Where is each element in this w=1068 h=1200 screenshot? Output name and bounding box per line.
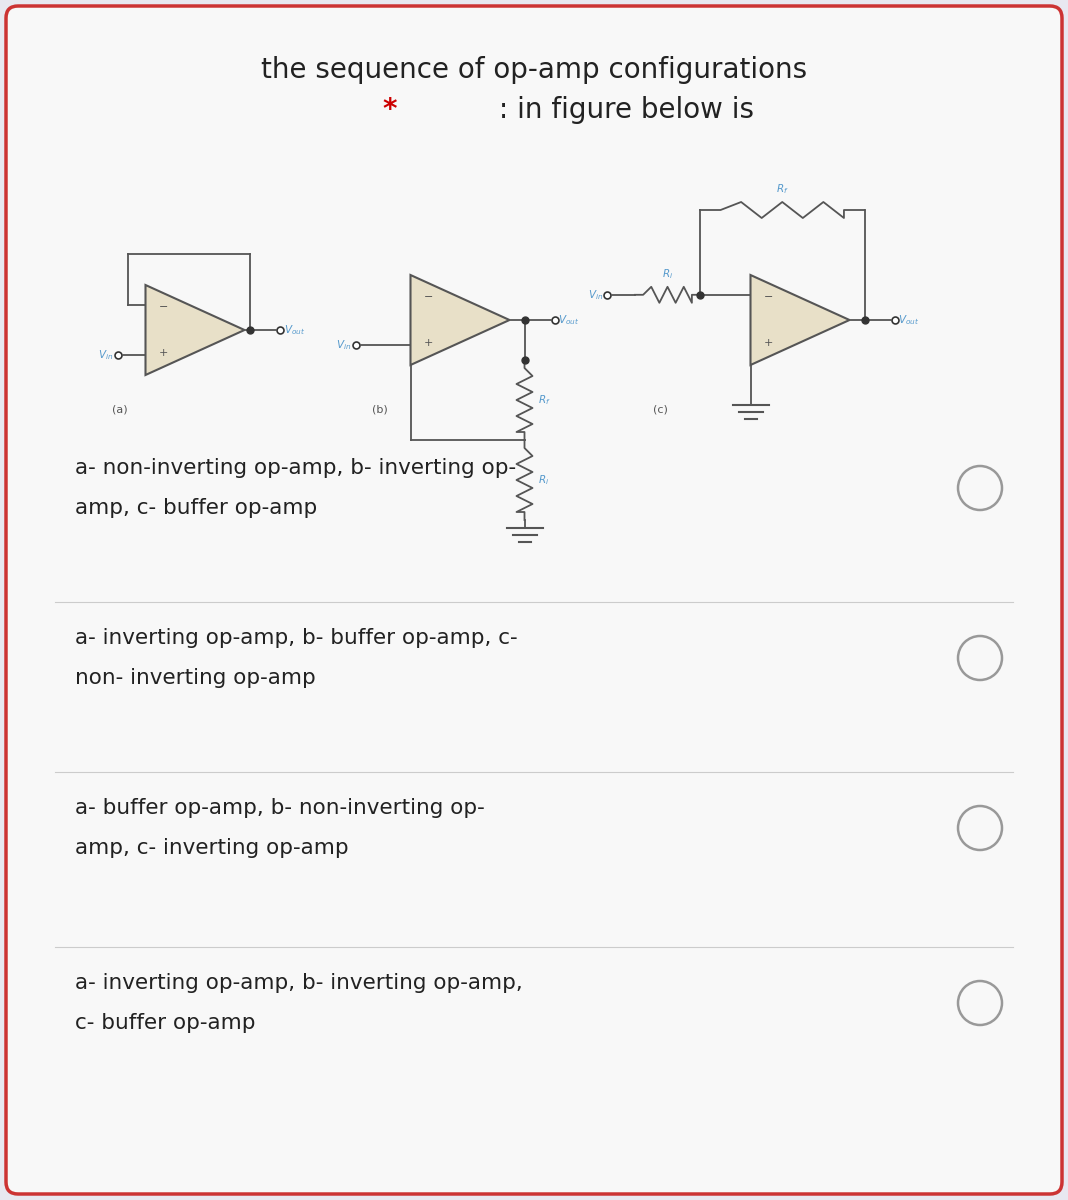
Text: $R_i$: $R_i$ — [662, 266, 673, 281]
Text: $R_i$: $R_i$ — [537, 473, 549, 487]
Text: (c): (c) — [653, 404, 668, 415]
Text: a- non-inverting op-amp, b- inverting op-: a- non-inverting op-amp, b- inverting op… — [75, 458, 516, 478]
Text: c- buffer op-amp: c- buffer op-amp — [75, 1013, 255, 1033]
Text: −: − — [159, 301, 168, 312]
Text: non- inverting op-amp: non- inverting op-amp — [75, 668, 316, 688]
Text: a- buffer op-amp, b- non-inverting op-: a- buffer op-amp, b- non-inverting op- — [75, 798, 485, 818]
Text: : in figure below is: : in figure below is — [490, 96, 754, 124]
Text: $V_{in}$: $V_{in}$ — [98, 348, 113, 362]
Text: $R_f$: $R_f$ — [776, 182, 788, 196]
Text: the sequence of op-amp configurations: the sequence of op-amp configurations — [261, 56, 807, 84]
Text: amp, c- buffer op-amp: amp, c- buffer op-amp — [75, 498, 317, 518]
Text: a- inverting op-amp, b- buffer op-amp, c-: a- inverting op-amp, b- buffer op-amp, c… — [75, 628, 518, 648]
Polygon shape — [410, 275, 509, 365]
Text: $V_{in}$: $V_{in}$ — [336, 338, 351, 352]
Text: $V_{out}$: $V_{out}$ — [283, 323, 304, 337]
Text: $V_{out}$: $V_{out}$ — [559, 313, 580, 326]
Polygon shape — [751, 275, 849, 365]
Text: +: + — [424, 338, 434, 348]
Text: *: * — [382, 96, 397, 124]
Text: $R_f$: $R_f$ — [537, 394, 550, 407]
Text: $V_{out}$: $V_{out}$ — [898, 313, 920, 326]
Text: −: − — [424, 292, 434, 301]
Text: +: + — [764, 338, 773, 348]
Text: (b): (b) — [372, 404, 388, 415]
FancyBboxPatch shape — [6, 6, 1062, 1194]
Text: a- inverting op-amp, b- inverting op-amp,: a- inverting op-amp, b- inverting op-amp… — [75, 973, 522, 994]
Text: +: + — [159, 348, 168, 358]
Polygon shape — [145, 284, 245, 374]
Text: −: − — [764, 292, 773, 301]
Text: amp, c- inverting op-amp: amp, c- inverting op-amp — [75, 838, 348, 858]
Text: (a): (a) — [112, 404, 128, 415]
Text: $V_{in}$: $V_{in}$ — [587, 288, 603, 301]
